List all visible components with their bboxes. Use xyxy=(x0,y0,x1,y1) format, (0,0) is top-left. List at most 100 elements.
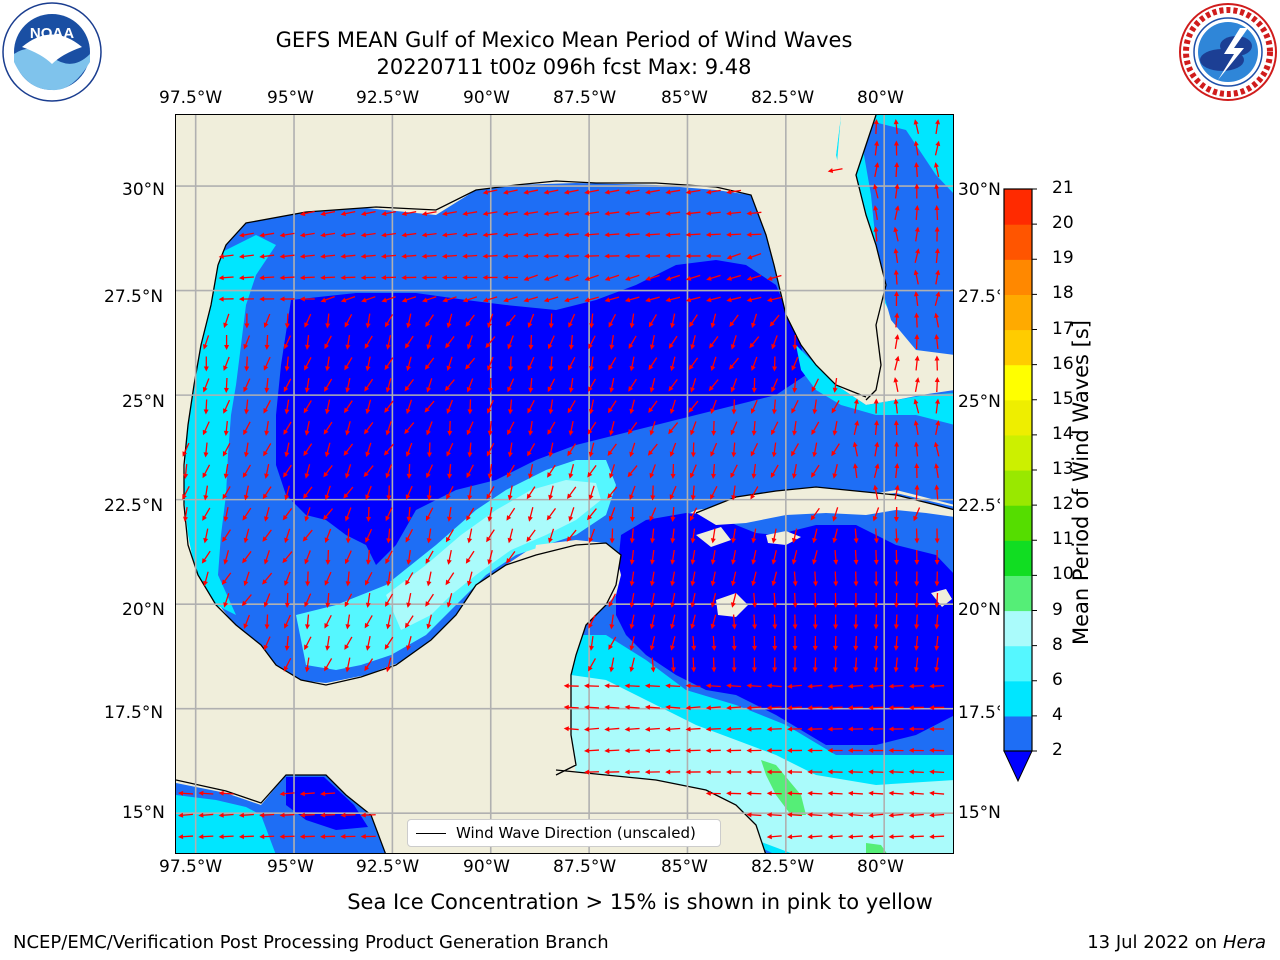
wave-direction-arrow-head xyxy=(568,473,574,479)
wave-direction-arrow-head xyxy=(731,452,737,458)
wave-direction-arrow-head xyxy=(644,726,651,732)
wave-direction-arrow-head xyxy=(360,232,367,238)
wave-direction-arrow xyxy=(325,313,331,329)
wave-direction-arrow xyxy=(299,253,315,259)
wave-direction-arrow-head xyxy=(791,408,796,414)
wave-direction-arrow-head xyxy=(772,602,778,608)
wave-direction-arrow-head xyxy=(766,769,772,775)
wave-direction-arrow xyxy=(465,314,475,327)
wave-direction-arrow-head xyxy=(893,248,899,254)
wave-direction-arrow xyxy=(670,313,676,329)
wave-direction-arrow-head xyxy=(508,366,514,372)
wave-direction-arrow-head xyxy=(467,452,473,458)
wave-direction-arrow-head xyxy=(446,602,452,608)
wave-direction-arrow xyxy=(445,572,455,586)
wave-direction-arrow-head xyxy=(812,581,818,587)
wave-direction-arrow xyxy=(320,210,336,217)
wave-direction-arrow xyxy=(244,313,250,329)
wave-direction-arrow-head xyxy=(914,355,920,361)
wave-direction-arrow-head xyxy=(670,559,676,565)
colorbar-segment xyxy=(1004,610,1032,647)
wave-direction-arrow-head xyxy=(604,297,611,303)
wave-direction-arrow-head xyxy=(710,365,716,372)
wave-direction-arrow xyxy=(527,443,536,457)
wave-direction-arrow xyxy=(202,507,211,521)
wave-direction-arrow-head xyxy=(935,269,941,275)
wave-direction-arrow-head xyxy=(726,189,732,195)
colorbar-tick-label: 12 xyxy=(1052,494,1074,515)
colorbar-tick-label: 21 xyxy=(1052,178,1074,198)
wave-direction-arrow-head xyxy=(908,683,914,689)
wave-direction-arrow-head xyxy=(243,623,249,629)
wave-direction-arrow xyxy=(792,614,798,630)
wave-direction-arrow-head xyxy=(263,322,269,328)
wave-direction-arrow xyxy=(345,378,351,393)
wave-direction-arrow-head xyxy=(543,297,550,303)
wave-direction-arrow xyxy=(771,399,777,415)
wave-direction-arrow-head xyxy=(567,407,573,414)
wave-direction-arrow-head xyxy=(726,210,732,216)
wave-direction-arrow-head xyxy=(853,538,859,544)
wave-direction-arrow-head xyxy=(691,667,697,673)
wave-direction-arrow-head xyxy=(608,644,613,650)
wave-direction-arrow-head xyxy=(766,726,772,732)
wave-direction-arrow-head xyxy=(345,538,351,544)
wave-direction-arrow-head xyxy=(506,515,512,521)
wave-direction-arrow xyxy=(792,334,798,350)
wave-direction-arrow xyxy=(344,593,353,608)
wave-direction-arrow xyxy=(284,571,291,586)
wave-direction-arrow-head xyxy=(746,748,752,754)
wave-direction-arrow-head xyxy=(223,387,229,393)
wave-direction-arrow xyxy=(787,812,803,818)
wave-direction-arrow-head xyxy=(769,321,775,327)
wave-direction-arrow-head xyxy=(446,365,452,372)
wave-direction-arrow-head xyxy=(670,581,676,587)
wave-direction-arrow-head xyxy=(568,516,574,522)
wave-direction-arrow-head xyxy=(853,624,859,630)
wave-direction-arrow xyxy=(853,657,859,673)
wave-direction-arrow xyxy=(320,275,336,281)
wave-direction-arrow-head xyxy=(264,430,270,436)
wave-direction-arrow xyxy=(384,357,394,371)
wave-direction-arrow xyxy=(685,253,701,259)
wave-direction-arrow-head xyxy=(827,834,833,840)
wave-direction-arrow xyxy=(364,335,373,349)
wave-direction-arrow-head xyxy=(812,451,818,458)
wave-direction-arrow-head xyxy=(360,211,367,217)
wave-direction-arrow-head xyxy=(645,297,651,303)
wave-direction-arrow-head xyxy=(360,812,366,818)
wave-direction-arrow-head xyxy=(787,705,793,711)
wave-direction-arrow-head xyxy=(929,769,935,775)
wave-direction-arrow xyxy=(934,463,940,479)
wave-direction-arrow xyxy=(812,657,818,673)
wave-direction-arrow xyxy=(691,657,697,673)
wave-direction-arrow xyxy=(365,528,373,543)
wave-direction-arrow-head xyxy=(609,538,615,544)
wave-direction-arrow-head xyxy=(685,253,691,259)
wave-direction-arrow xyxy=(665,748,681,754)
wave-direction-arrow-head xyxy=(705,210,712,216)
wave-direction-arrow-head xyxy=(746,705,752,711)
wave-direction-arrow xyxy=(299,296,315,302)
wave-direction-arrow-head xyxy=(751,365,756,371)
wave-direction-arrow xyxy=(588,658,597,672)
wave-direction-arrow-head xyxy=(604,704,610,710)
wave-direction-arrow-head xyxy=(685,232,691,238)
wave-direction-arrow xyxy=(604,704,620,710)
colorbar-tick-label: 18 xyxy=(1052,283,1074,304)
wave-direction-arrow xyxy=(705,210,721,216)
wave-direction-arrow xyxy=(279,232,295,238)
wave-direction-arrow xyxy=(934,592,940,608)
wave-direction-arrow xyxy=(665,210,681,216)
wave-direction-arrow-head xyxy=(183,516,188,522)
wave-direction-arrow xyxy=(223,356,230,371)
wave-direction-arrow-head xyxy=(929,726,935,732)
wave-direction-arrow-head xyxy=(935,140,941,147)
wave-direction-arrow-head xyxy=(649,430,655,436)
lat-label-left: 30°N xyxy=(122,180,165,200)
coastline xyxy=(555,769,767,853)
wave-direction-arrow xyxy=(404,378,414,392)
wave-direction-arrow xyxy=(487,463,493,479)
wave-direction-arrow xyxy=(833,549,839,565)
wave-direction-arrow xyxy=(445,529,454,543)
